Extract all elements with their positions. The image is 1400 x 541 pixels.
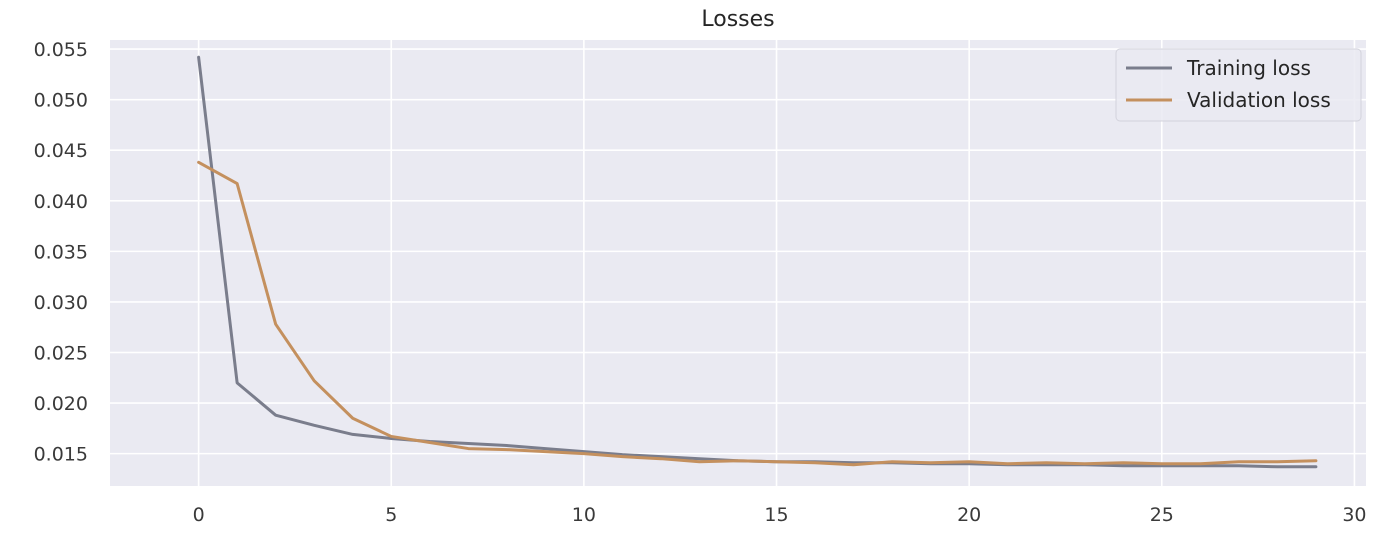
grid xyxy=(110,40,1366,486)
series-lines xyxy=(197,55,1318,469)
y-tick-labels: 0.015 0.020 0.025 0.030 0.035 0.040 0.045 0.050… xyxy=(34,39,88,466)
y-tick-label: 0.040 xyxy=(34,191,88,213)
legend-label-training: Training loss xyxy=(1186,56,1311,80)
y-tick-label: 0.055 xyxy=(34,39,88,61)
x-tick-label: 0 xyxy=(193,504,205,526)
y-tick-label: 0.025 xyxy=(34,343,88,365)
y-tick-label: 0.035 xyxy=(34,241,88,263)
legend-label-validation: Validation loss xyxy=(1187,88,1331,112)
y-tick-label: 0.020 xyxy=(34,393,88,415)
legend: Training loss Validation loss xyxy=(1115,48,1362,122)
y-tick-label: 0.045 xyxy=(34,140,88,162)
chart-title: Losses xyxy=(701,7,774,32)
y-tick-label: 0.015 xyxy=(34,444,88,466)
x-tick-label: 10 xyxy=(572,504,596,526)
legend-box xyxy=(1115,48,1362,122)
x-tick-label: 20 xyxy=(957,504,981,526)
y-tick-label: 0.050 xyxy=(34,90,88,112)
x-tick-label: 15 xyxy=(764,504,788,526)
y-tick-label: 0.030 xyxy=(34,292,88,314)
validation-loss-line xyxy=(197,160,1318,467)
x-tick-label: 30 xyxy=(1342,504,1366,526)
x-tick-label: 25 xyxy=(1150,504,1174,526)
x-tick-labels: 0 5 10 15 20 25 30 xyxy=(193,504,1367,526)
x-tick-label: 5 xyxy=(385,504,397,526)
